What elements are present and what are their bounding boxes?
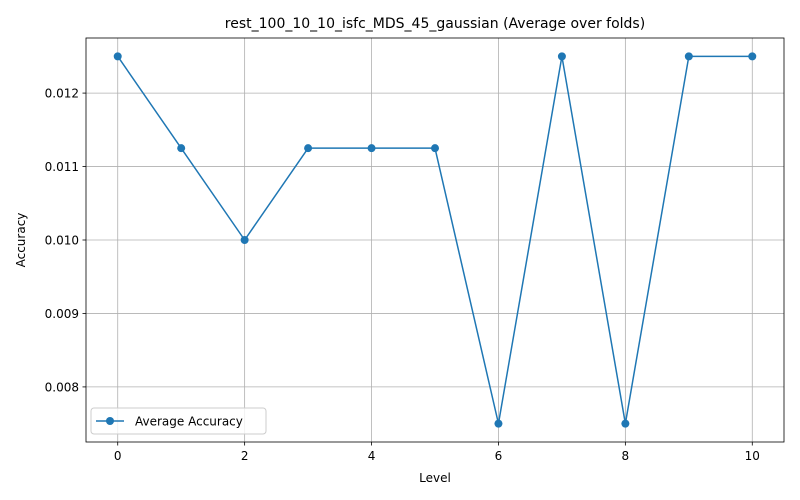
- data-point: [431, 144, 439, 153]
- x-tick-label: 0: [114, 449, 122, 463]
- y-tick-label: 0.011: [45, 160, 79, 174]
- y-tick-label: 0.009: [45, 307, 79, 321]
- x-axis-label: Level: [419, 471, 451, 485]
- data-point: [748, 52, 757, 61]
- data-point: [557, 52, 566, 61]
- data-point: [113, 52, 122, 61]
- y-tick-label: 0.010: [45, 234, 79, 248]
- legend-label: Average Accuracy: [135, 415, 243, 429]
- legend-box: [90, 407, 267, 435]
- y-tick-label: 0.008: [45, 380, 79, 394]
- legend-marker: [106, 417, 114, 425]
- y-tick-label: 0.012: [45, 87, 79, 101]
- data-point: [304, 144, 313, 153]
- axis-ticks: 0 2 4 6 8 10 0.008 0.009 0.010 0.011 0.012: [45, 87, 760, 463]
- data-point: [494, 419, 503, 428]
- data-point: [240, 236, 249, 244]
- x-tick-label: 2: [241, 449, 249, 463]
- data-point: [684, 52, 693, 61]
- data-point: [621, 419, 630, 428]
- chart-title: rest_100_10_10_isfc_MDS_45_gaussian (Ave…: [225, 16, 645, 32]
- x-tick-label: 8: [622, 449, 630, 463]
- x-tick-label: 10: [745, 449, 760, 463]
- legend: Average Accuracy: [90, 407, 267, 435]
- series-layer: [113, 52, 757, 428]
- x-tick-label: 4: [368, 449, 376, 463]
- data-point: [177, 144, 186, 153]
- x-tick-label: 6: [495, 449, 503, 463]
- y-axis-label: Accuracy: [14, 213, 28, 268]
- grid-lines: [86, 38, 784, 442]
- data-point: [367, 144, 376, 153]
